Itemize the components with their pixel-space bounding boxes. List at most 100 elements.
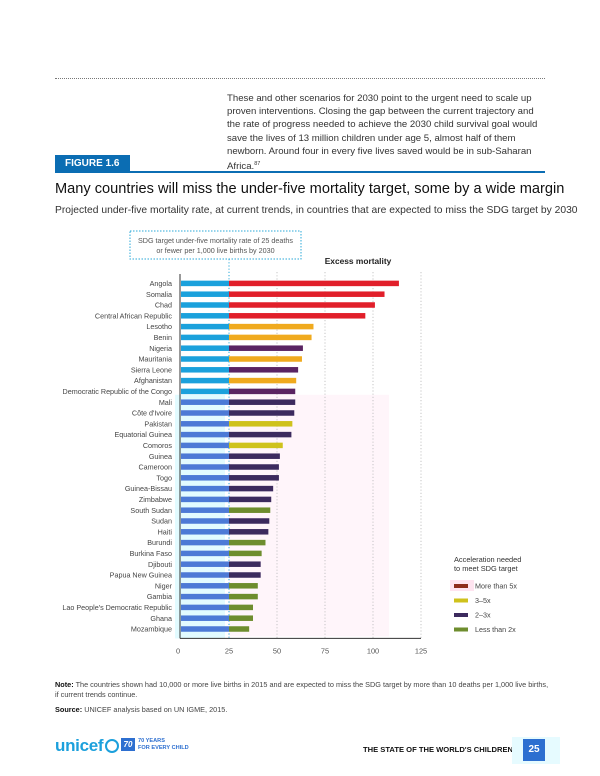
bar-excess-segment <box>229 615 253 621</box>
bar-base-segment <box>181 302 229 308</box>
bar-excess-segment <box>229 313 366 319</box>
publication-title: THE STATE OF THE WORLD'S CHILDREN 2016 <box>363 745 533 754</box>
bar-base-segment <box>181 334 229 341</box>
category-label: South Sudan <box>130 506 172 515</box>
bar-excess-segment <box>229 410 295 416</box>
bar-base-segment <box>181 518 229 524</box>
category-label: Sierra Leone <box>131 365 172 374</box>
bar-base-segment <box>181 367 229 373</box>
source-text: UNICEF analysis based on UN IGME, 2015. <box>84 705 228 714</box>
bar-base-segment <box>181 345 229 351</box>
bar-base-segment <box>181 431 229 438</box>
category-label: Nigeria <box>149 344 172 353</box>
top-dotted-separator <box>55 78 545 79</box>
chart-title: Many countries will miss the under-five … <box>55 181 565 197</box>
bar-excess-segment <box>229 626 250 632</box>
category-label: Mali <box>159 398 173 407</box>
intro-footnote: 87 <box>254 161 261 168</box>
bar-base-segment <box>181 464 229 470</box>
page-number: 25 <box>523 739 545 761</box>
anniversary-line-2: FOR EVERY CHILD <box>138 744 189 751</box>
bar-excess-segment <box>229 518 270 524</box>
bar-base-segment <box>181 388 229 395</box>
bar-base-segment <box>181 399 229 405</box>
source-label: Source: <box>55 705 83 714</box>
bar-excess-segment <box>229 475 279 481</box>
bar-base-segment <box>181 604 229 611</box>
bar-base-segment <box>181 539 229 546</box>
chart-note: Note: The countries shown had 10,000 or … <box>55 680 550 700</box>
unicef-logo: unicef <box>55 736 120 756</box>
bar-base-segment <box>181 529 229 535</box>
category-label: Afghanistan <box>134 376 172 385</box>
bar-base-segment <box>181 561 229 567</box>
bar-base-segment <box>181 507 229 513</box>
bar-excess-segment <box>229 507 271 513</box>
legend-label: 3–5x <box>475 596 491 605</box>
legend-swatch-x3_5 <box>454 598 468 603</box>
bar-excess-segment <box>229 421 293 427</box>
intro-text: These and other scenarios for 2030 point… <box>227 93 538 173</box>
bar-excess-segment <box>229 399 296 405</box>
legend-swatch-x2_3 <box>454 613 468 617</box>
x-tick-label: 0 <box>176 646 180 655</box>
bar-excess-segment <box>229 572 261 578</box>
x-tick-label: 25 <box>225 646 233 655</box>
category-label: Benin <box>154 333 172 342</box>
chart-source: Source: UNICEF analysis based on UN IGME… <box>55 705 227 714</box>
bar-base-segment <box>181 421 229 427</box>
bar-excess-segment <box>229 464 279 470</box>
category-label: Democratic Republic of the Congo <box>63 387 172 396</box>
figure-rule <box>55 171 545 173</box>
category-label: Burkina Faso <box>130 549 172 558</box>
bar-base-segment <box>181 572 229 578</box>
intro-paragraph: These and other scenarios for 2030 point… <box>227 92 547 173</box>
bar-excess-segment <box>229 496 272 503</box>
bar-base-segment <box>181 313 229 319</box>
category-label: Lao People's Democratic Republic <box>62 603 172 612</box>
category-label: Chad <box>155 301 172 310</box>
bar-excess-segment <box>229 291 385 297</box>
excess-mortality-label: Excess mortality <box>325 256 392 266</box>
chart-subtitle: Projected under-five mortality rate, at … <box>55 205 578 216</box>
bar-base-segment <box>181 626 229 632</box>
figure-label: FIGURE 1.6 <box>55 155 130 172</box>
x-tick-label: 50 <box>273 646 281 655</box>
note-label: Note: <box>55 680 74 689</box>
anniversary-line-1: 70 YEARS <box>138 738 165 744</box>
bar-base-segment <box>181 583 229 589</box>
bar-base-segment <box>181 615 229 621</box>
bar-excess-segment <box>229 431 292 438</box>
bar-base-segment <box>181 475 229 481</box>
bar-excess-segment <box>229 323 314 330</box>
anniversary-badge: 70 <box>121 738 135 751</box>
target-annotation-line-1: SDG target under-five mortality rate of … <box>138 236 293 245</box>
bar-base-segment <box>181 280 229 287</box>
category-label: Côte d'Ivoire <box>132 409 172 418</box>
category-label: Togo <box>156 473 172 482</box>
category-label: Somalia <box>146 290 172 299</box>
anniversary-text: 70 YEARS FOR EVERY CHILD <box>138 738 189 751</box>
chart-area: SDG target under-five mortality rate of … <box>0 225 600 676</box>
x-tick-label: 75 <box>321 646 329 655</box>
category-label: Ghana <box>150 614 172 623</box>
category-label: Niger <box>155 581 173 590</box>
legend-label: More than 5x <box>475 582 517 591</box>
category-label: Mauritania <box>138 355 172 364</box>
category-label: Mozambique <box>131 625 172 634</box>
category-label: Sudan <box>151 517 172 526</box>
legend-swatch-more_than_5x <box>454 584 468 588</box>
category-label: Lesotho <box>146 322 172 331</box>
bar-excess-segment <box>229 453 280 459</box>
bar-chart: SDG target under-five mortality rate of … <box>62 230 521 676</box>
category-label: Cameroon <box>138 463 172 472</box>
bar-excess-segment <box>229 539 266 546</box>
legend-title-line-2: to meet SDG target <box>454 564 518 573</box>
bar-excess-segment <box>229 377 297 384</box>
legend-label: Less than 2x <box>475 625 516 634</box>
bar-excess-segment <box>229 485 274 492</box>
bar-excess-segment <box>229 345 303 351</box>
bar-base-segment <box>181 485 229 492</box>
bar-base-segment <box>181 356 229 362</box>
lower-section-tint <box>175 394 225 639</box>
